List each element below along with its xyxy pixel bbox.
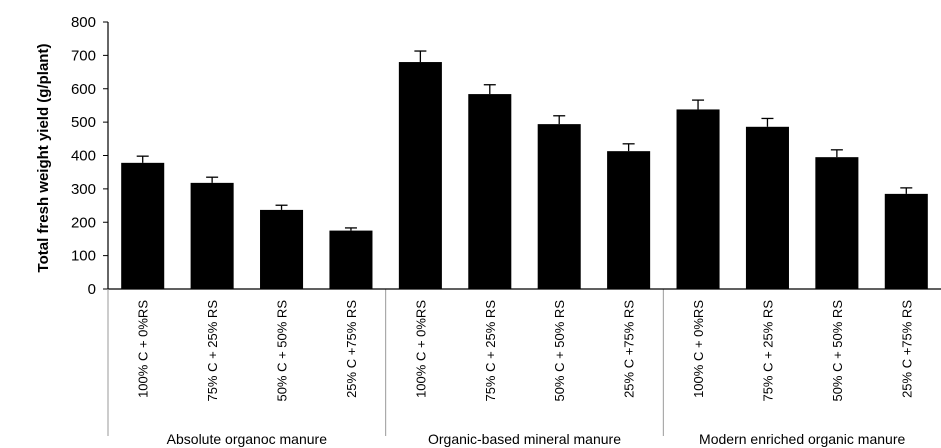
x-axis-tick-labels: 100% C + 0%RS 75% C + 25% RS 50% C + 50% R…	[136, 300, 915, 402]
x-tick-label: 100% C + 0%RS	[413, 300, 428, 398]
bar	[884, 193, 928, 289]
x-tick-label: 75% C + 25% RS	[205, 300, 220, 402]
bar	[260, 209, 304, 289]
y-tick-label: 700	[71, 47, 96, 64]
bar	[607, 151, 651, 289]
group-label: Absolute organoc manure	[167, 431, 328, 447]
x-tick-label: 50% C + 50% RS	[830, 300, 845, 402]
x-tick-label: 50% C + 50% RS	[552, 300, 567, 402]
y-tick-label: 300	[71, 181, 96, 198]
y-axis-ticks: 0 100 200 300 400 500 600 700 800	[71, 14, 108, 298]
x-tick-label: 100% C + 0%RS	[136, 300, 151, 398]
x-tick-label: 50% C + 50% RS	[275, 300, 290, 402]
bar	[190, 182, 234, 289]
axes	[107, 22, 941, 436]
group-label: Modern enriched organic manure	[699, 431, 905, 447]
bar	[676, 109, 720, 289]
y-tick-label: 800	[71, 14, 96, 31]
bars	[121, 62, 928, 289]
bar	[815, 157, 859, 289]
group-label: Organic-based mineral manure	[428, 431, 621, 447]
bar	[745, 126, 789, 289]
x-tick-label: 75% C + 25% RS	[760, 300, 775, 402]
y-axis-label: Total fresh weight yield (g/plant)	[35, 44, 52, 273]
y-tick-label: 200	[71, 214, 96, 231]
bar	[329, 230, 373, 289]
bar	[121, 162, 165, 289]
y-tick-label: 0	[88, 281, 96, 298]
y-tick-label: 500	[71, 114, 96, 131]
x-tick-label: 25% C +75% RS	[344, 300, 359, 398]
group-labels: Absolute organoc manure Organic-based min…	[167, 431, 906, 447]
bar	[468, 94, 512, 289]
x-tick-label: 25% C +75% RS	[622, 300, 637, 398]
bar	[537, 124, 581, 289]
error-bars	[136, 50, 913, 231]
x-tick-label: 75% C + 25% RS	[483, 300, 498, 402]
y-tick-label: 400	[71, 148, 96, 165]
y-tick-label: 100	[71, 248, 96, 265]
y-tick-label: 600	[71, 81, 96, 98]
x-tick-label: 25% C +75% RS	[899, 300, 914, 398]
bar	[398, 62, 442, 289]
x-tick-label: 100% C + 0%RS	[691, 300, 706, 398]
